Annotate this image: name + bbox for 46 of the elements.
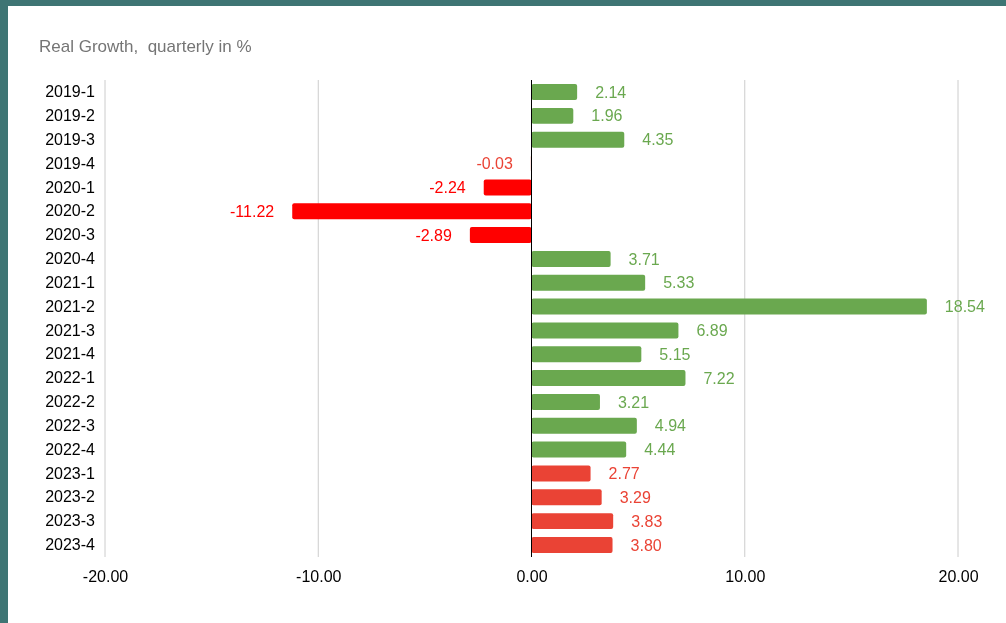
- y-tick-label: 2020-3: [45, 226, 96, 244]
- y-tick-label: 2022-2: [45, 393, 96, 411]
- data-label: 3.80: [630, 536, 662, 554]
- y-tick-label: 2023-3: [45, 512, 96, 530]
- data-label: 6.89: [696, 322, 728, 340]
- data-label: 3.71: [628, 250, 660, 268]
- y-tick-label: 2023-1: [45, 464, 96, 482]
- x-tick-label: 20.00: [938, 568, 979, 586]
- data-label: 2.14: [595, 83, 627, 101]
- y-tick-label: 2021-1: [45, 273, 96, 291]
- x-tick-label: 0.00: [516, 568, 548, 586]
- y-tick-label: 2021-2: [45, 297, 96, 315]
- data-label: -2.89: [415, 226, 452, 244]
- y-tick-label: 2019-3: [45, 130, 96, 148]
- y-tick-label: 2020-1: [45, 178, 96, 196]
- data-label: 4.94: [654, 417, 687, 435]
- data-label: -11.22: [230, 202, 275, 220]
- x-tick-label: -10.00: [296, 568, 342, 586]
- data-label: 4.35: [642, 131, 674, 149]
- y-tick-label: 2023-4: [45, 536, 96, 554]
- y-tick-label: 2020-4: [45, 250, 96, 268]
- x-tick-label: -20.00: [82, 568, 129, 586]
- data-label: -2.24: [429, 178, 466, 196]
- y-tick-label: 2020-2: [45, 202, 96, 220]
- data-label: -0.03: [476, 155, 513, 173]
- data-label: 7.22: [703, 369, 735, 387]
- y-tick-label: 2019-2: [45, 107, 96, 124]
- data-label: 2.77: [608, 465, 640, 483]
- y-tick-label: 2022-4: [45, 440, 96, 458]
- y-tick-label: 2022-1: [45, 369, 96, 387]
- y-tick-label: 2019-1: [45, 83, 96, 101]
- chart-title: Real Growth, quarterly in %: [39, 37, 252, 56]
- data-label: 4.44: [644, 441, 676, 459]
- y-tick-label: 2022-3: [45, 416, 96, 434]
- data-label: 5.15: [659, 345, 691, 363]
- data-label: 1.96: [591, 107, 623, 125]
- data-label: 3.29: [619, 488, 651, 506]
- y-tick-label: 2021-4: [45, 345, 96, 363]
- data-label: 3.83: [631, 512, 663, 530]
- data-label: 18.54: [944, 298, 986, 316]
- data-label: 5.33: [663, 274, 695, 292]
- y-tick-label: 2019-4: [45, 154, 96, 172]
- data-label: 3.21: [617, 393, 650, 411]
- y-tick-label: 2021-3: [45, 321, 96, 339]
- y-tick-label: 2023-2: [45, 488, 96, 506]
- x-tick-label: 10.00: [725, 568, 766, 586]
